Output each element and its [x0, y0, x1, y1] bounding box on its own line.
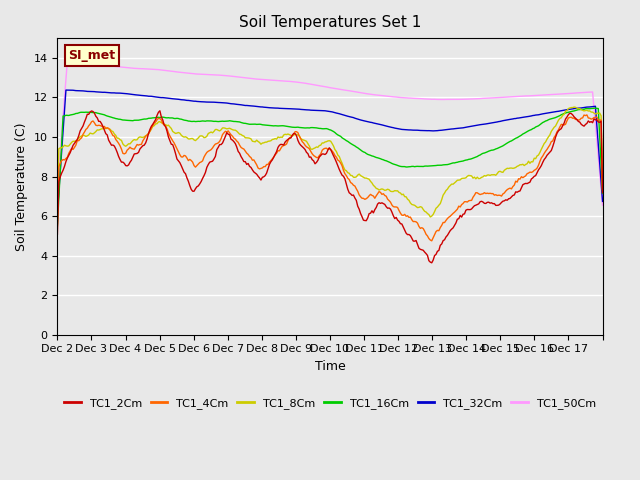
TC1_50Cm: [91, 61, 99, 67]
TC1_32Cm: [444, 127, 451, 132]
TC1_8Cm: [426, 214, 434, 220]
Line: TC1_8Cm: TC1_8Cm: [58, 107, 602, 217]
Text: SI_met: SI_met: [68, 49, 115, 62]
TC1_2Cm: [335, 167, 343, 172]
TC1_8Cm: [570, 104, 578, 110]
TC1_16Cm: [596, 134, 604, 140]
TC1_32Cm: [91, 89, 99, 95]
TC1_50Cm: [54, 186, 61, 192]
TC1_32Cm: [596, 160, 604, 166]
Legend: TC1_2Cm, TC1_4Cm, TC1_8Cm, TC1_16Cm, TC1_32Cm, TC1_50Cm: TC1_2Cm, TC1_4Cm, TC1_8Cm, TC1_16Cm, TC1…: [60, 394, 600, 413]
Line: TC1_16Cm: TC1_16Cm: [58, 108, 602, 226]
TC1_16Cm: [591, 105, 599, 111]
TC1_50Cm: [444, 96, 451, 102]
TC1_32Cm: [74, 88, 81, 94]
TC1_4Cm: [89, 118, 97, 124]
TC1_4Cm: [54, 221, 61, 227]
TC1_2Cm: [156, 108, 164, 114]
X-axis label: Time: Time: [315, 360, 346, 373]
TC1_16Cm: [89, 110, 97, 116]
TC1_2Cm: [54, 231, 61, 237]
TC1_8Cm: [72, 138, 80, 144]
TC1_32Cm: [335, 111, 343, 117]
TC1_4Cm: [597, 117, 605, 123]
TC1_50Cm: [525, 93, 532, 99]
TC1_16Cm: [72, 110, 80, 116]
TC1_16Cm: [442, 162, 450, 168]
TC1_4Cm: [72, 142, 80, 148]
TC1_32Cm: [54, 209, 61, 215]
TC1_4Cm: [428, 238, 436, 244]
TC1_2Cm: [72, 139, 80, 144]
TC1_8Cm: [597, 113, 605, 119]
Title: Soil Temperatures Set 1: Soil Temperatures Set 1: [239, 15, 421, 30]
TC1_4Cm: [444, 216, 451, 221]
TC1_8Cm: [334, 152, 342, 158]
TC1_32Cm: [62, 87, 70, 93]
TC1_50Cm: [63, 58, 71, 64]
TC1_8Cm: [598, 186, 606, 192]
TC1_8Cm: [89, 131, 97, 137]
TC1_8Cm: [54, 208, 61, 214]
TC1_2Cm: [445, 230, 452, 236]
Line: TC1_2Cm: TC1_2Cm: [58, 111, 602, 263]
TC1_50Cm: [596, 170, 604, 176]
TC1_50Cm: [74, 59, 81, 65]
Line: TC1_4Cm: TC1_4Cm: [58, 115, 602, 241]
TC1_2Cm: [597, 119, 605, 124]
TC1_16Cm: [524, 129, 531, 134]
Line: TC1_32Cm: TC1_32Cm: [58, 90, 602, 212]
TC1_16Cm: [334, 132, 342, 138]
TC1_4Cm: [525, 170, 532, 176]
TC1_4Cm: [583, 112, 591, 118]
TC1_2Cm: [89, 108, 97, 114]
Line: TC1_50Cm: TC1_50Cm: [58, 61, 602, 205]
TC1_8Cm: [525, 158, 532, 164]
TC1_16Cm: [54, 223, 61, 228]
TC1_32Cm: [525, 114, 532, 120]
TC1_2Cm: [598, 190, 606, 195]
TC1_4Cm: [598, 188, 606, 194]
TC1_8Cm: [444, 186, 451, 192]
TC1_50Cm: [598, 202, 606, 208]
TC1_50Cm: [335, 86, 343, 92]
TC1_4Cm: [334, 157, 342, 163]
TC1_2Cm: [526, 179, 534, 185]
Y-axis label: Soil Temperature (C): Soil Temperature (C): [15, 122, 28, 251]
TC1_32Cm: [598, 199, 606, 204]
TC1_16Cm: [598, 191, 606, 196]
TC1_2Cm: [428, 260, 436, 266]
